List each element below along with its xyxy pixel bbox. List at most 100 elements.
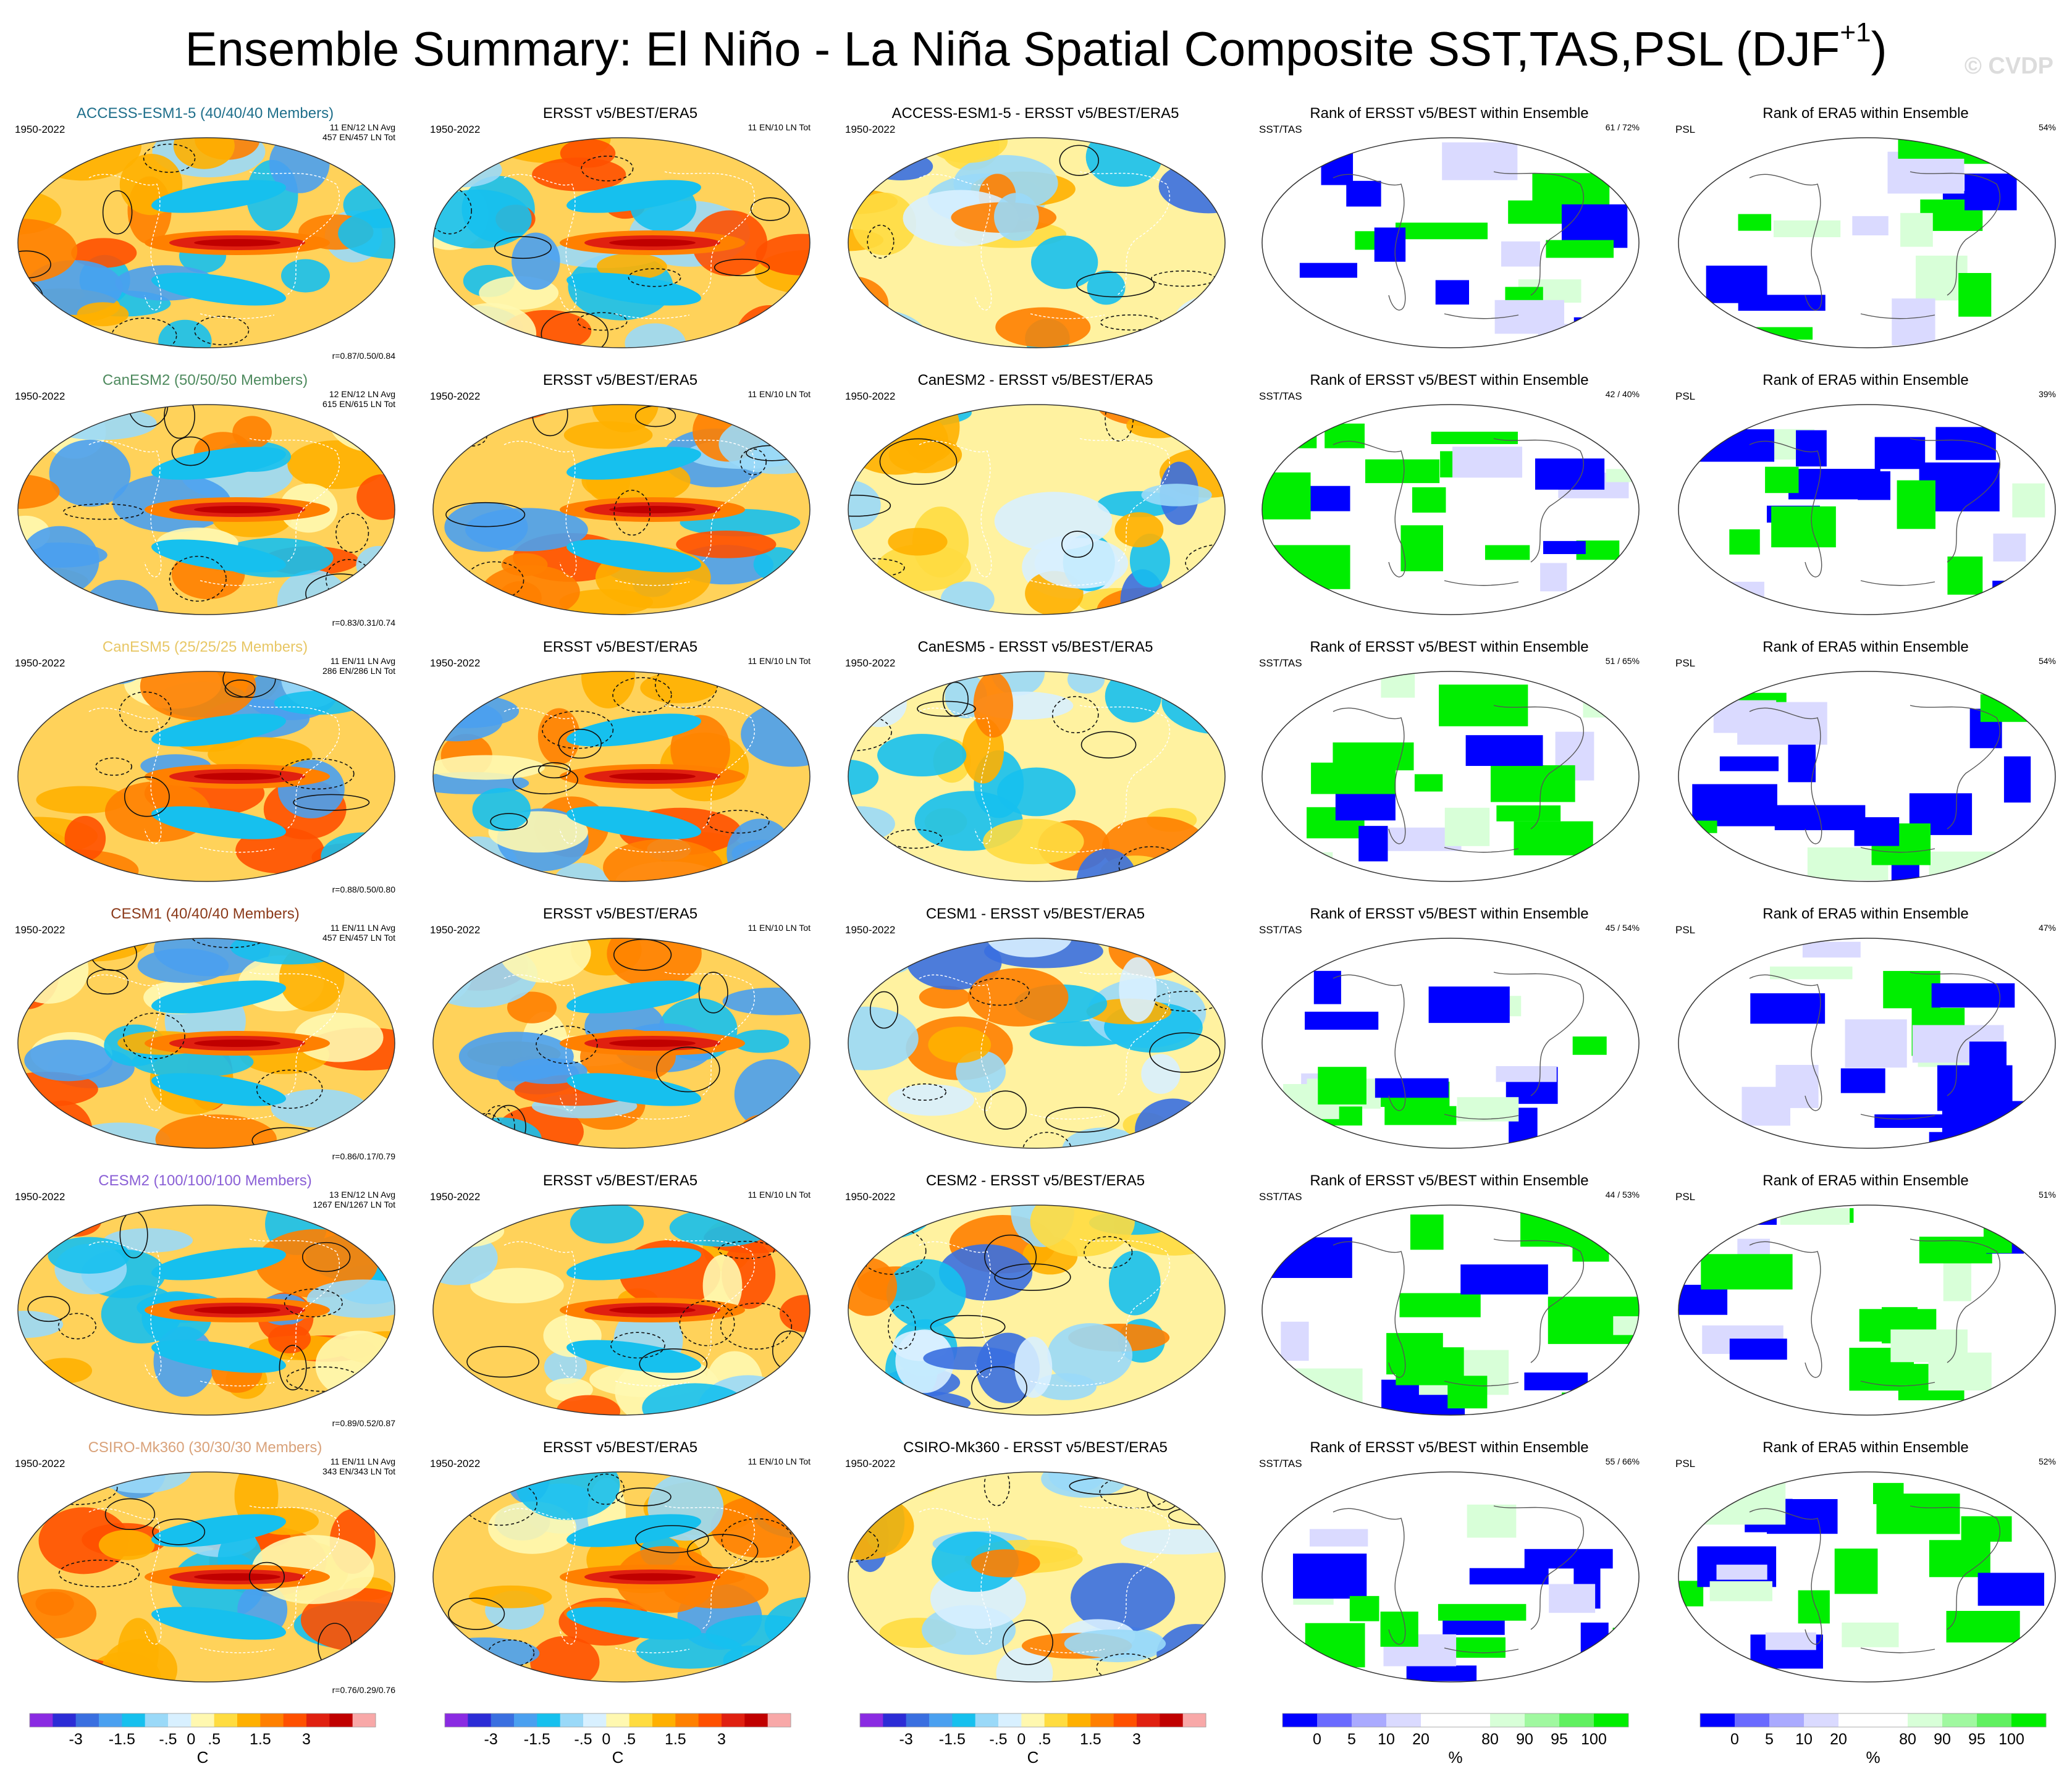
colorbar-swatch: [606, 1713, 630, 1727]
panel-r3-c3: CanESM5 - ERSST v5/BEST/ERA5 1950-2022: [838, 639, 1233, 898]
panel-r6-c2: ERSST v5/BEST/ERA5 1950-2022 11 EN/10 LN T…: [423, 1439, 818, 1699]
colorbar-swatch: [2011, 1713, 2047, 1727]
panel-r6-c5: Rank of ERA5 within Ensemble PSL 52%: [1668, 1439, 2063, 1699]
colorbar-swatch: [283, 1713, 307, 1727]
panel-r4-c4: Rank of ERSST v5/BEST within Ensemble SST…: [1252, 906, 1647, 1165]
colorbar-tick-label: 100: [1998, 1731, 2024, 1748]
map-field: [17, 404, 395, 615]
colorbar-swatch: [491, 1713, 515, 1727]
robinson-map: [1675, 1469, 2058, 1685]
period-label: 1950-2022: [845, 1191, 896, 1203]
period-label: 1950-2022: [430, 924, 481, 936]
robinson-map: [430, 668, 813, 885]
robinson-map: [1675, 401, 2058, 618]
colorbar-swatch: [1559, 1713, 1594, 1727]
cvdp-watermark: © CVDP: [1964, 53, 2053, 79]
colorbar-tick-label: 5: [1347, 1731, 1356, 1748]
robinson-map: [1259, 1202, 1642, 1418]
robinson-map: [845, 1469, 1228, 1685]
colorbar-swatch: [1386, 1713, 1421, 1727]
obs-count: 11 EN/10 LN Tot: [748, 923, 811, 933]
tot-count: 457 EN/457 LN Tot: [322, 933, 395, 943]
temperature-colorbar-1: -3 -1.5 -.5 0 .5 1.5 3 C: [25, 1711, 383, 1773]
colorbar-swatch: [560, 1713, 584, 1727]
sst-tas-label: SST/TAS: [1259, 1458, 1302, 1469]
sst-tas-label: SST/TAS: [1259, 657, 1302, 669]
colorbar-tick-label: 90: [1516, 1731, 1533, 1748]
colorbar-swatch: [975, 1713, 999, 1727]
colorbar-tick-label: 3: [302, 1731, 311, 1748]
panel-r1-c4: Rank of ERSST v5/BEST within Ensemble SST…: [1252, 105, 1647, 364]
map-field: [17, 1471, 395, 1683]
map-field: [1678, 1204, 2056, 1416]
panel-r2-c2: ERSST v5/BEST/ERA5 1950-2022 11 EN/10 LN T…: [423, 372, 818, 631]
colorbar-swatch: [1352, 1713, 1387, 1727]
robinson-map: [430, 135, 813, 351]
colorbar-tick-label: 80: [1899, 1731, 1916, 1748]
colorbar-tick-label: -3: [899, 1731, 913, 1748]
colorbar-swatch: [1282, 1713, 1318, 1727]
psl-label: PSL: [1675, 124, 1696, 135]
avg-count: 11 EN/12 LN Avg: [329, 122, 395, 132]
robinson-map: [1259, 935, 1642, 1151]
panel-title: CanESM5 - ERSST v5/BEST/ERA5: [917, 639, 1153, 655]
rank-percent: 45 / 54%: [1605, 923, 1640, 933]
map-field: [1261, 1204, 1640, 1416]
panel-r5-c4: Rank of ERSST v5/BEST within Ensemble SST…: [1252, 1172, 1647, 1432]
panel-title: CESM1 - ERSST v5/BEST/ERA5: [925, 906, 1145, 922]
panel-title: Rank of ERA5 within Ensemble: [1762, 105, 1969, 122]
rank-percent: 54%: [2038, 656, 2056, 666]
colorbar-tick-label: 3: [1132, 1731, 1141, 1748]
colorbar-swatch: [1137, 1713, 1160, 1727]
panel-title: Rank of ERA5 within Ensemble: [1762, 906, 1969, 922]
panel-r2-c3: CanESM2 - ERSST v5/BEST/ERA5 1950-2022: [838, 372, 1233, 631]
robinson-map: [15, 1202, 398, 1418]
robinson-map: [15, 1469, 398, 1685]
period-label: 1950-2022: [15, 390, 65, 402]
panel-title: ERSST v5/BEST/ERA5: [542, 1439, 698, 1456]
robinson-map: [845, 1202, 1228, 1418]
event-counts: 11 EN/11 LN Avg 343 EN/343 LN Tot: [322, 1456, 395, 1476]
colorbar-swatch: [1700, 1713, 1735, 1727]
map-field: [848, 1471, 1226, 1683]
colorbar-swatch: [99, 1713, 122, 1727]
colorbar-tick-label: -.5: [159, 1731, 177, 1748]
robinson-map: [1675, 935, 2058, 1151]
colorbar-swatch: [698, 1713, 722, 1727]
colorbar-tick-label: 0: [187, 1731, 195, 1748]
model-title: ACCESS-ESM1-5 (40/40/40 Members): [76, 105, 334, 122]
obs-count: 11 EN/10 LN Tot: [748, 389, 811, 399]
robinson-map: [15, 935, 398, 1151]
period-label: 1950-2022: [15, 1458, 65, 1469]
map-field: [432, 1204, 811, 1416]
map-field: [848, 137, 1226, 348]
panel-title: CanESM2 - ERSST v5/BEST/ERA5: [917, 372, 1153, 389]
colorbar-tick-label: -.5: [574, 1731, 592, 1748]
event-counts: 13 EN/12 LN Avg 1267 EN/1267 LN Tot: [313, 1190, 395, 1209]
colorbar-swatch: [744, 1713, 769, 1727]
model-title: CanESM5 (25/25/25 Members): [102, 639, 308, 655]
period-label: 1950-2022: [430, 1458, 481, 1469]
colorbar-swatch: [675, 1713, 699, 1727]
colorbar-tick-label: 0: [602, 1731, 610, 1748]
colorbar-swatch: [1804, 1713, 1839, 1727]
rank-percent: 39%: [2038, 389, 2056, 399]
tot-count: 343 EN/343 LN Tot: [322, 1466, 395, 1476]
colorbar-tick-label: 10: [1378, 1731, 1395, 1748]
colorbar-swatch: [214, 1713, 238, 1727]
robinson-map: [1259, 135, 1642, 351]
map-field: [1261, 1471, 1640, 1683]
colorbar-tick-label: .5: [1038, 1731, 1051, 1748]
robinson-map: [430, 1469, 813, 1685]
period-label: 1950-2022: [845, 657, 896, 669]
tot-count: 615 EN/615 LN Tot: [322, 399, 395, 409]
colorbar-swatch: [1021, 1713, 1045, 1727]
colorbar-swatch: [722, 1713, 745, 1727]
colorbar-tick-label: -3: [484, 1731, 498, 1748]
colorbar-tick-label: 100: [1581, 1731, 1607, 1748]
event-counts: 11 EN/11 LN Avg 286 EN/286 LN Tot: [322, 656, 395, 676]
colorbar-tick-label: 3: [717, 1731, 726, 1748]
rank-percent: 61 / 72%: [1605, 122, 1640, 132]
figure-title: Ensemble Summary: El Niño - La Niña Spat…: [185, 17, 1887, 76]
period-label: 1950-2022: [15, 924, 65, 936]
